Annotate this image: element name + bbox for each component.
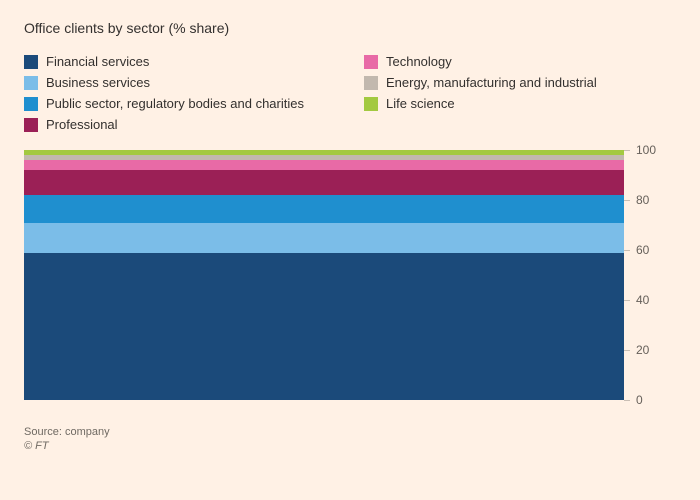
legend-swatch bbox=[364, 55, 378, 69]
bar-segment-public_sector bbox=[24, 195, 624, 223]
y-tick: 0 bbox=[624, 393, 664, 407]
tick-label: 0 bbox=[636, 393, 643, 407]
legend-label: Financial services bbox=[46, 54, 149, 69]
y-tick: 60 bbox=[624, 243, 664, 257]
y-tick: 20 bbox=[624, 343, 664, 357]
chart-title: Office clients by sector (% share) bbox=[24, 20, 676, 36]
legend-label: Business services bbox=[46, 75, 150, 90]
stacked-bar bbox=[24, 150, 624, 400]
chart-area: 020406080100 bbox=[24, 150, 664, 400]
tick-label: 80 bbox=[636, 193, 649, 207]
tick-mark bbox=[624, 400, 630, 401]
tick-mark bbox=[624, 250, 630, 251]
legend-label: Public sector, regulatory bodies and cha… bbox=[46, 96, 304, 111]
tick-mark bbox=[624, 350, 630, 351]
legend-swatch bbox=[364, 97, 378, 111]
legend-column: Financial services Business services Publi… bbox=[24, 54, 304, 132]
y-tick: 40 bbox=[624, 293, 664, 307]
bar-segment-financial_services bbox=[24, 253, 624, 401]
legend-swatch bbox=[24, 55, 38, 69]
legend-item: Public sector, regulatory bodies and cha… bbox=[24, 96, 304, 111]
legend-label: Energy, manufacturing and industrial bbox=[386, 75, 597, 90]
bar-segment-business_services bbox=[24, 223, 624, 253]
legend-swatch bbox=[364, 76, 378, 90]
legend-label: Technology bbox=[386, 54, 452, 69]
legend-item: Energy, manufacturing and industrial bbox=[364, 75, 597, 90]
legend-label: Life science bbox=[386, 96, 455, 111]
legend-column: Technology Energy, manufacturing and indu… bbox=[364, 54, 597, 132]
y-tick: 100 bbox=[624, 143, 664, 157]
legend-swatch bbox=[24, 97, 38, 111]
legend-label: Professional bbox=[46, 117, 118, 132]
copyright-text: © FT bbox=[24, 440, 676, 452]
legend-item: Life science bbox=[364, 96, 597, 111]
legend-item: Financial services bbox=[24, 54, 304, 69]
tick-label: 100 bbox=[636, 143, 656, 157]
legend-item: Technology bbox=[364, 54, 597, 69]
legend-swatch bbox=[24, 118, 38, 132]
legend-swatch bbox=[24, 76, 38, 90]
tick-label: 20 bbox=[636, 343, 649, 357]
source-text: Source: company bbox=[24, 426, 676, 438]
tick-mark bbox=[624, 150, 630, 151]
y-tick: 80 bbox=[624, 193, 664, 207]
tick-label: 60 bbox=[636, 243, 649, 257]
legend: Financial services Business services Publi… bbox=[24, 54, 676, 132]
bar-segment-professional bbox=[24, 170, 624, 195]
y-axis: 020406080100 bbox=[624, 150, 664, 400]
tick-label: 40 bbox=[636, 293, 649, 307]
tick-mark bbox=[624, 300, 630, 301]
bar-segment-technology bbox=[24, 160, 624, 170]
tick-mark bbox=[624, 200, 630, 201]
legend-item: Business services bbox=[24, 75, 304, 90]
legend-item: Professional bbox=[24, 117, 304, 132]
